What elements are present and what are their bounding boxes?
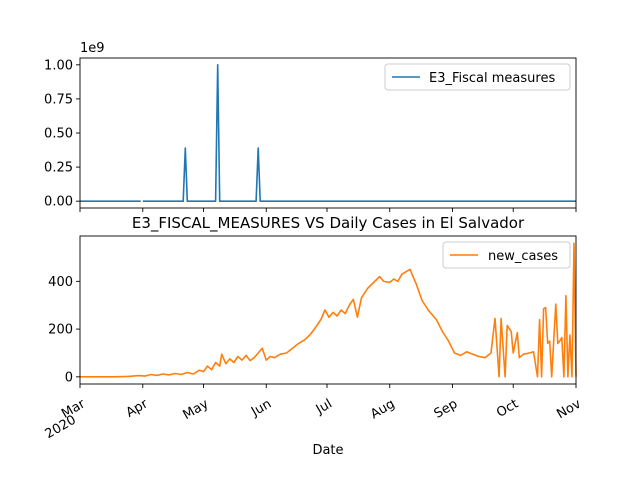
top-axes-frame (79, 57, 577, 209)
series-line-new-cases (80, 242, 577, 378)
bottom-legend-label: new_cases (488, 249, 558, 264)
bottom-axes-frame (79, 235, 577, 385)
y-tick-label: 0 (65, 370, 73, 385)
top-y-ticks: 0.00 0.25 0.50 0.75 1.00 (44, 58, 80, 210)
top-legend: E3_Fiscal measures (384, 63, 571, 91)
chart-title: E3_FISCAL_MEASURES VS Daily Cases in El … (132, 214, 525, 233)
bottom-y-ticks: 0 200 400 (48, 275, 80, 385)
y-tick-label: 0.25 (44, 161, 73, 176)
y-tick-label: 0.75 (44, 92, 73, 107)
bottom-axes: E3_FISCAL_MEASURES VS Daily Cases in El … (43, 214, 584, 458)
y-tick-label: 0.00 (44, 195, 73, 210)
y-tick-label: 0.50 (44, 127, 73, 142)
bottom-legend: new_cases (442, 241, 571, 269)
y-tick-label: 400 (48, 275, 73, 290)
bottom-series-lines (80, 242, 577, 378)
top-x-ticks (79, 208, 577, 212)
top-offset-label: 1e9 (80, 41, 105, 56)
top-series-lines (80, 64, 576, 202)
top-legend-label: E3_Fiscal measures (429, 71, 555, 86)
y-tick-label: 1.00 (44, 58, 73, 73)
top-axes: 1e9 0.00 0.25 0.50 0.75 1.00 E3_Fiscal measu… (44, 41, 577, 212)
top-legend-box (384, 63, 571, 91)
series-line-e3-fiscal-measures (142, 64, 576, 202)
y-tick-label: 200 (48, 323, 73, 338)
x-axis-label: Date (312, 443, 343, 458)
x-tick-label: Jul (313, 397, 335, 418)
bottom-legend-box (442, 241, 571, 269)
